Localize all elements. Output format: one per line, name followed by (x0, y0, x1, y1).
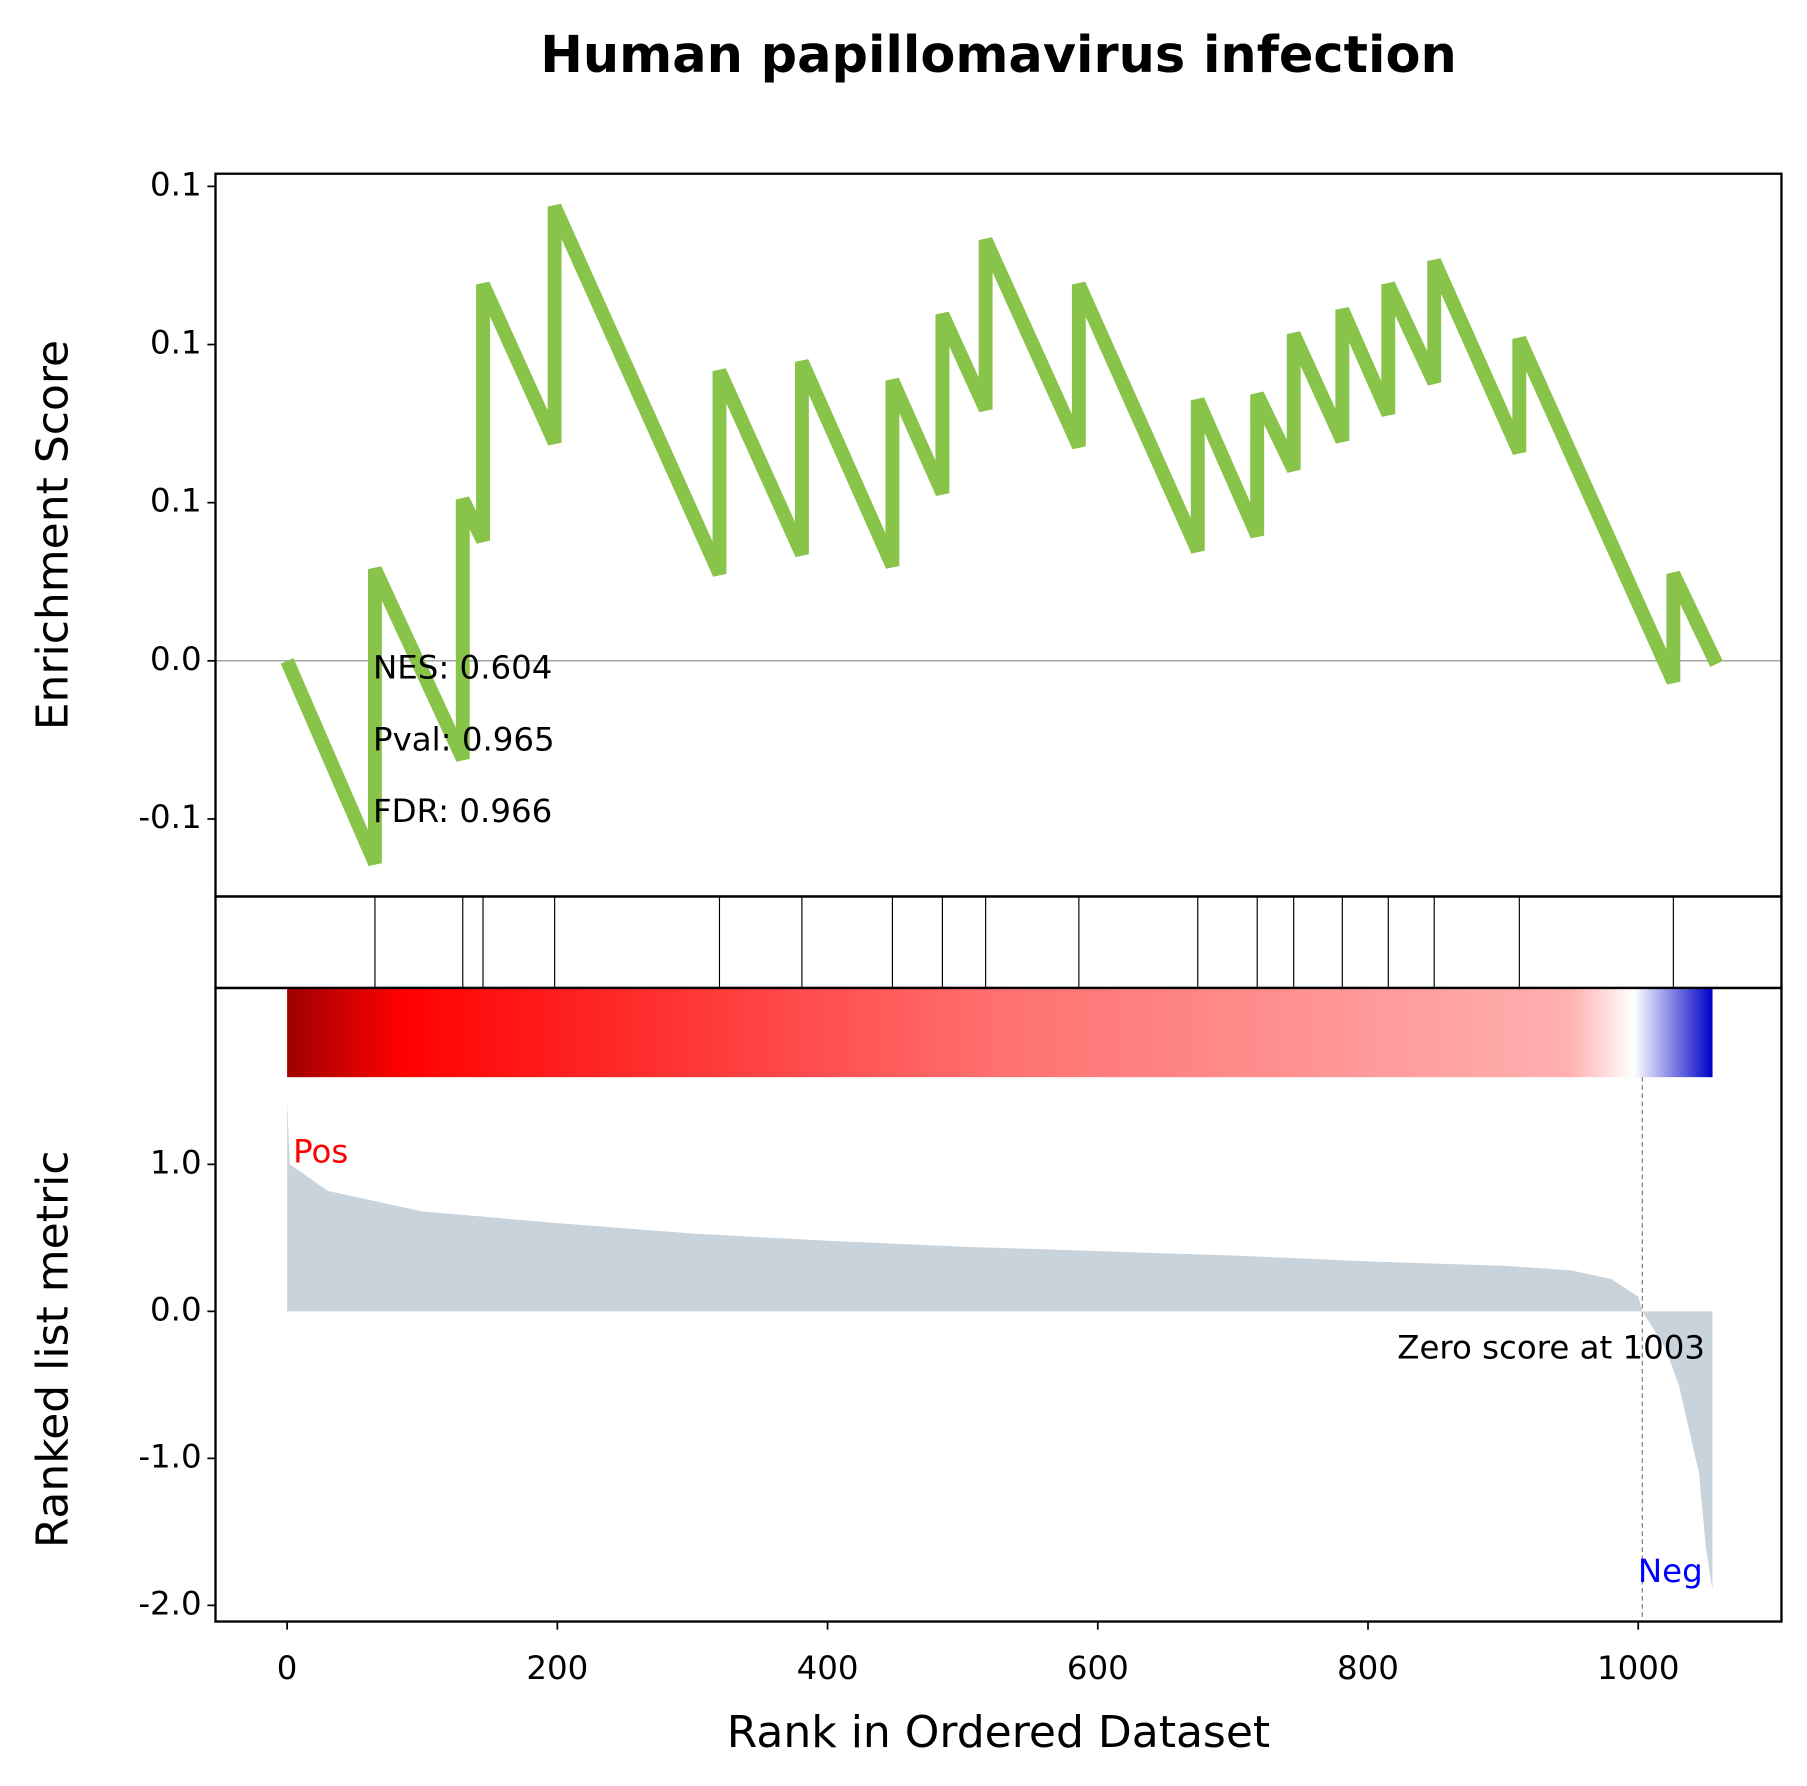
zero-score-text: Zero score at 1003 (1397, 1328, 1705, 1366)
x-tick-label: 600 (1067, 1649, 1129, 1687)
x-tick-label: 400 (797, 1649, 859, 1687)
annotation: Pval: 0.965 (373, 720, 555, 758)
es-line (280, 203, 1723, 867)
y-axis-label: Ranked list metric (28, 1151, 79, 1549)
x-tick-label: 200 (526, 1649, 588, 1687)
y-tick-label: -2.0 (138, 1584, 201, 1622)
y-tick-label: 1.0 (150, 1143, 202, 1181)
hits-frame (214, 895, 1783, 990)
y-tick-label: 0.1 (150, 324, 202, 362)
chart-title: Human papillomavirus infection (540, 26, 1457, 85)
y-tick-label: 0.1 (150, 165, 202, 203)
y-tick-label: -1.0 (138, 1437, 201, 1475)
x-tick-label: 1000 (1597, 1649, 1680, 1687)
annotation: NES: 0.604 (373, 648, 552, 686)
y-tick-label: 0.1 (150, 482, 202, 520)
x-axis-label: Rank in Ordered Dataset (727, 1707, 1270, 1758)
heatmap (287, 987, 1713, 1078)
y-axis-label: Enrichment Score (28, 340, 79, 730)
x-tick-label: 800 (1337, 1649, 1399, 1687)
neg-label: Neg (1638, 1552, 1703, 1590)
axes-frame (214, 986, 1783, 1623)
y-tick-label: -0.1 (138, 798, 201, 836)
y-tick-label: 0.0 (150, 640, 202, 678)
pos-label: Pos (293, 1133, 348, 1171)
annotation: FDR: 0.966 (373, 792, 552, 830)
y-tick-label: 0.0 (150, 1290, 202, 1328)
x-tick-label: 0 (277, 1649, 298, 1687)
